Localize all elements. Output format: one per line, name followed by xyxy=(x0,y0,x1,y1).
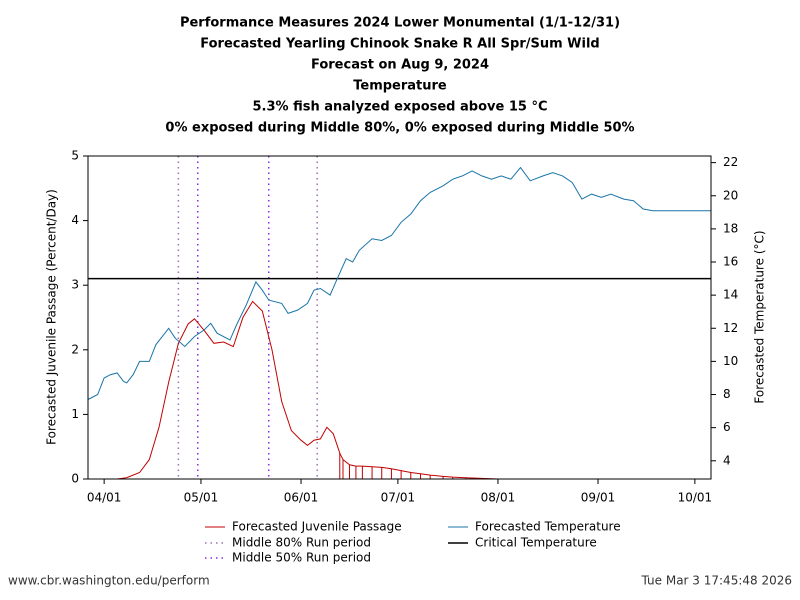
legend-label: Middle 80% Run period xyxy=(232,536,371,550)
chart-subtitle: Forecasted Yearling Chinook Snake R All … xyxy=(200,37,600,52)
y2-tick-label: 4 xyxy=(723,453,731,467)
y-tick-label: 1 xyxy=(71,407,79,421)
y2-axis-label: Forecasted Temperature (°C) xyxy=(753,230,767,403)
y2-tick-label: 18 xyxy=(723,221,738,235)
x-tick-label: 06/01 xyxy=(284,491,319,505)
legend-label: Forecasted Temperature xyxy=(475,520,621,534)
x-tick-label: 08/01 xyxy=(481,491,516,505)
y2-tick-label: 22 xyxy=(723,155,738,169)
footer-left: www.cbr.washington.edu/perform xyxy=(8,574,210,588)
series-line xyxy=(87,166,711,400)
y2-tick-label: 10 xyxy=(723,354,738,368)
legend-label: Critical Temperature xyxy=(475,536,597,550)
x-tick-label: 10/01 xyxy=(678,491,713,505)
y-axis-label: Forecasted Juvenile Passage (Percent/Day… xyxy=(45,189,59,445)
y2-tick-label: 6 xyxy=(723,420,731,434)
y2-tick-label: 12 xyxy=(723,321,738,335)
y2-tick-label: 20 xyxy=(723,188,738,202)
chart-subtitle: 5.3% fish analyzed exposed above 15 °C xyxy=(253,100,548,115)
chart-subtitle: Forecast on Aug 9, 2024 xyxy=(311,58,489,73)
x-tick-label: 07/01 xyxy=(381,491,416,505)
y2-tick-label: 16 xyxy=(723,255,738,269)
y-tick-label: 3 xyxy=(71,278,79,292)
y-tick-label: 4 xyxy=(71,213,79,227)
y-tick-label: 5 xyxy=(71,149,79,163)
plot-frame xyxy=(87,155,712,480)
footer-right: Tue Mar 3 17:45:48 2026 xyxy=(641,574,792,588)
series-line xyxy=(88,300,711,480)
x-tick-label: 09/01 xyxy=(581,491,616,505)
y2-tick-label: 8 xyxy=(723,387,731,401)
y-tick-label: 0 xyxy=(71,472,79,486)
chart-title: Performance Measures 2024 Lower Monument… xyxy=(180,16,620,31)
x-tick-label: 04/01 xyxy=(87,491,122,505)
x-tick-label: 05/01 xyxy=(184,491,219,505)
legend-label: Middle 50% Run period xyxy=(232,551,371,565)
legend-label: Forecasted Juvenile Passage xyxy=(232,520,402,534)
chart-subtitle: 0% exposed during Middle 80%, 0% exposed… xyxy=(165,121,634,136)
chart-subtitle: Temperature xyxy=(353,79,447,94)
y-tick-label: 2 xyxy=(71,342,79,356)
y2-tick-label: 14 xyxy=(723,288,738,302)
